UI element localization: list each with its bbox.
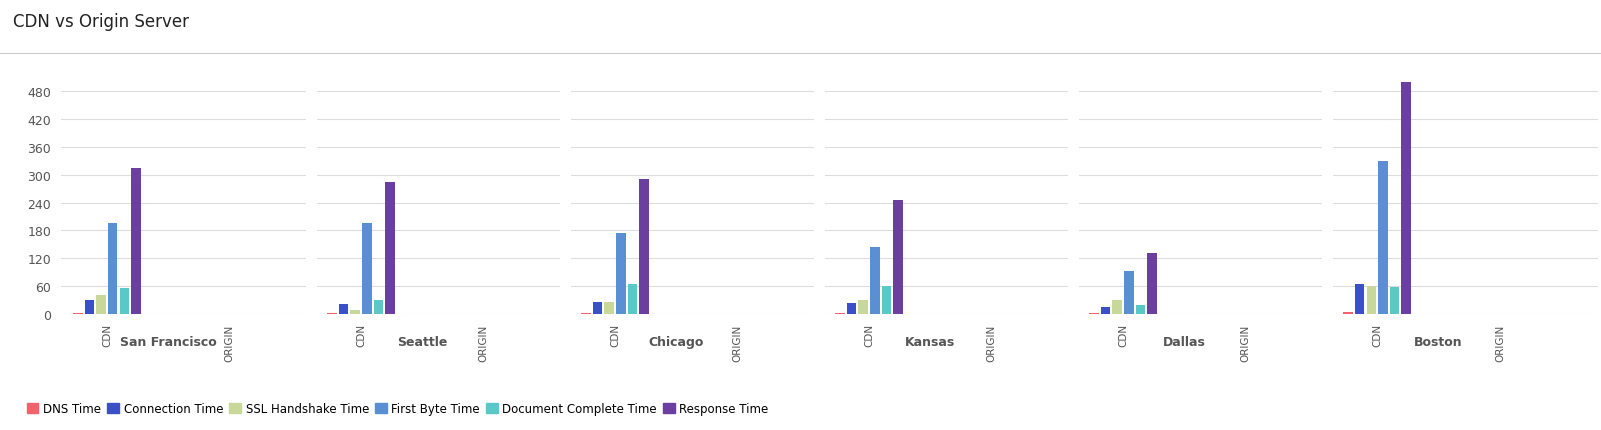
Bar: [1124, 271, 1134, 314]
Bar: [386, 182, 395, 314]
Bar: [1089, 313, 1098, 314]
Bar: [362, 224, 371, 314]
Bar: [107, 224, 117, 314]
Bar: [604, 302, 613, 314]
Bar: [1367, 286, 1375, 314]
Text: Dallas: Dallas: [1162, 335, 1206, 348]
Bar: [869, 247, 879, 314]
Bar: [581, 313, 591, 314]
Bar: [131, 169, 141, 314]
Bar: [836, 313, 845, 314]
Bar: [373, 300, 383, 314]
Text: Chicago: Chicago: [648, 335, 704, 348]
Text: CDN vs Origin Server: CDN vs Origin Server: [13, 13, 189, 31]
Bar: [85, 300, 94, 314]
Bar: [1401, 83, 1410, 314]
Bar: [1113, 300, 1122, 314]
Bar: [1354, 284, 1364, 314]
Bar: [1378, 162, 1388, 314]
Bar: [639, 180, 648, 314]
Bar: [327, 313, 336, 314]
Text: Seattle: Seattle: [397, 335, 448, 348]
Bar: [351, 310, 360, 314]
Bar: [847, 304, 857, 314]
Bar: [96, 295, 106, 314]
Bar: [616, 233, 626, 314]
Bar: [1148, 254, 1158, 314]
Bar: [592, 302, 602, 314]
Text: San Francisco: San Francisco: [120, 335, 216, 348]
Legend: DNS Time, Connection Time, SSL Handshake Time, First Byte Time, Document Complet: DNS Time, Connection Time, SSL Handshake…: [22, 397, 773, 420]
Bar: [74, 313, 83, 314]
Bar: [1390, 287, 1399, 314]
Bar: [628, 284, 637, 314]
Bar: [339, 305, 349, 314]
Bar: [1343, 313, 1353, 314]
Bar: [858, 300, 868, 314]
Bar: [1135, 306, 1145, 314]
Text: Boston: Boston: [1414, 335, 1463, 348]
Bar: [893, 201, 903, 314]
Bar: [1101, 307, 1111, 314]
Bar: [882, 286, 892, 314]
Bar: [120, 289, 130, 314]
Text: Kansas: Kansas: [905, 335, 956, 348]
